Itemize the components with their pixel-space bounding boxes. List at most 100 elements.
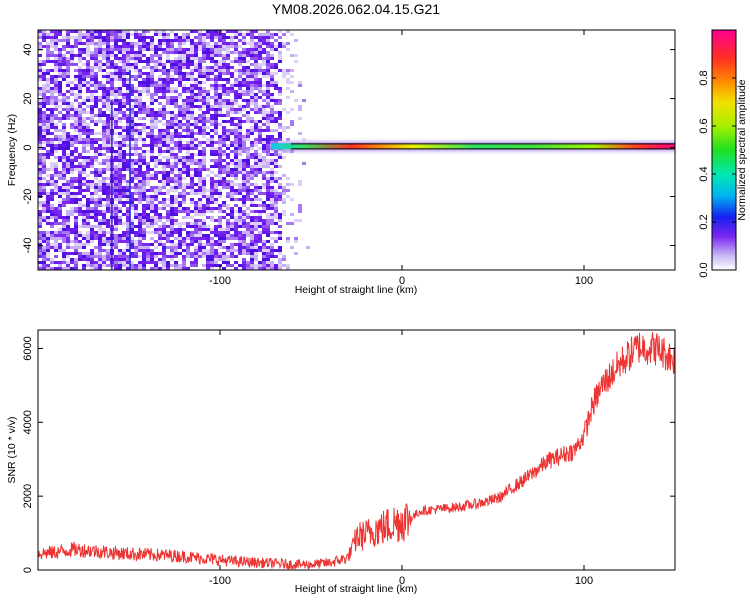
heatmap-cell <box>214 243 218 246</box>
heatmap-cell <box>114 177 118 180</box>
heatmap-cell <box>194 48 198 51</box>
heatmap-cell <box>94 213 98 216</box>
heatmap-cell <box>166 174 170 177</box>
heatmap-cell <box>254 198 258 201</box>
heatmap-cell <box>154 84 158 87</box>
heatmap-cell <box>182 36 186 39</box>
colorbar-tick-label: 0.6 <box>698 118 710 133</box>
heatmap-cell <box>254 168 258 171</box>
heatmap-cell <box>202 225 206 228</box>
heatmap-cell <box>218 39 222 42</box>
heatmap-cell <box>230 210 234 213</box>
heatmap-cell <box>222 246 226 249</box>
heatmap-cell <box>154 69 158 72</box>
heatmap-cell <box>186 156 190 159</box>
heatmap-cell <box>246 48 250 51</box>
heatmap-cell <box>42 114 46 117</box>
heatmap-cell <box>250 198 254 201</box>
heatmap-cell <box>154 141 158 144</box>
heatmap-cell <box>130 129 134 132</box>
heatmap-cell <box>38 171 42 174</box>
heatmap-cell <box>270 63 274 66</box>
heatmap-cell <box>158 261 162 264</box>
heatmap-cell <box>106 75 110 78</box>
heatmap-cell <box>190 72 194 75</box>
heatmap-cell <box>74 240 78 243</box>
heatmap-cell <box>246 207 250 210</box>
heatmap-cell <box>178 72 182 75</box>
heatmap-cell <box>134 147 138 150</box>
heatmap-cell <box>70 90 74 93</box>
heatmap-cell <box>226 69 230 72</box>
heatmap-cell <box>42 117 46 120</box>
heatmap-cell <box>206 99 210 102</box>
heatmap-cell <box>186 117 190 120</box>
heatmap-cell <box>90 33 94 36</box>
heatmap-cell <box>114 255 118 258</box>
heatmap-cell <box>234 102 238 105</box>
heatmap-cell <box>82 132 86 135</box>
heatmap-cell <box>238 78 242 81</box>
heatmap-cell <box>118 189 122 192</box>
heatmap-cell <box>38 243 42 246</box>
heatmap-cell <box>130 45 134 48</box>
heatmap-cell <box>138 156 142 159</box>
heatmap-cell <box>246 30 250 33</box>
heatmap-cell <box>166 33 170 36</box>
heatmap-cell <box>62 69 66 72</box>
heatmap-cell <box>182 99 186 102</box>
heatmap-cell <box>270 57 274 60</box>
heatmap-cell <box>174 201 178 204</box>
heatmap-cell <box>130 165 134 168</box>
heatmap-cell <box>70 150 74 153</box>
heatmap-cell <box>170 63 174 66</box>
heatmap-cell <box>162 141 166 144</box>
heatmap-cell <box>174 120 178 123</box>
heatmap-cell <box>146 108 150 111</box>
heatmap-cell <box>258 249 262 252</box>
heatmap-cell <box>90 225 94 228</box>
heatmap-cell <box>258 222 262 225</box>
heatmap-cell <box>186 153 190 156</box>
heatmap-cell <box>258 162 262 165</box>
heatmap-cell <box>114 198 118 201</box>
heatmap-cell <box>78 135 82 138</box>
heatmap-cell <box>90 192 94 195</box>
heatmap-cell <box>234 60 238 63</box>
heatmap-cell <box>114 210 118 213</box>
heatmap-cell <box>46 33 50 36</box>
heatmap-cell <box>270 108 274 111</box>
heatmap-cell <box>162 225 166 228</box>
heatmap-cell <box>242 84 246 87</box>
heatmap-cell <box>290 213 294 216</box>
heatmap-cell <box>150 132 154 135</box>
heatmap-cell <box>126 228 130 231</box>
heatmap-cell <box>270 213 274 216</box>
heatmap-cell <box>98 33 102 36</box>
heatmap-cell <box>254 237 258 240</box>
heatmap-cell <box>82 129 86 132</box>
heatmap-cell <box>218 75 222 78</box>
heatmap-cell <box>258 84 262 87</box>
heatmap-cell <box>90 207 94 210</box>
heatmap-cell <box>90 216 94 219</box>
heatmap-cell <box>298 204 302 207</box>
heatmap-cell <box>246 90 250 93</box>
heatmap-cell <box>142 180 146 183</box>
heatmap-cell <box>142 174 146 177</box>
heatmap-cell <box>194 252 198 255</box>
heatmap-cell <box>98 81 102 84</box>
heatmap-cell <box>98 162 102 165</box>
heatmap-cell <box>46 108 50 111</box>
heatmap-cell <box>198 231 202 234</box>
heatmap-cell <box>94 237 98 240</box>
heatmap-cell <box>230 180 234 183</box>
heatmap-cell <box>190 60 194 63</box>
heatmap-cell <box>98 168 102 171</box>
heatmap-cell <box>138 153 142 156</box>
heatmap-cell <box>182 228 186 231</box>
heatmap-cell <box>182 240 186 243</box>
heatmap-cell <box>214 54 218 57</box>
heatmap-cell <box>218 234 222 237</box>
heatmap-cell <box>62 228 66 231</box>
